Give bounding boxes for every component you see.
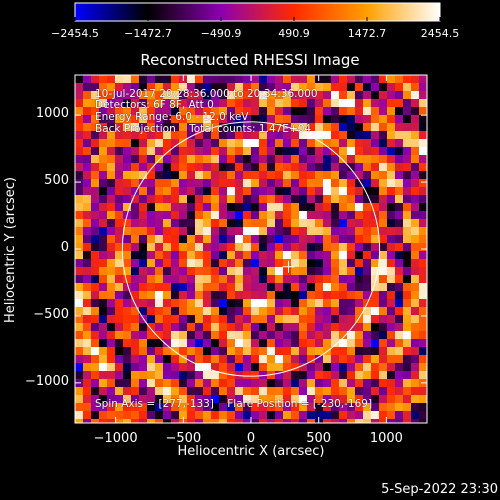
time-range-annotation: 10-Jul-2017 20:28:36.000 to 20:34:36.000 — [95, 88, 318, 100]
colorbar-tick-label: −490.9 — [200, 27, 242, 40]
y-tick-label: −1000 — [25, 373, 69, 389]
detectors-annotation: Detectors: 6F 8F, Att 0 — [95, 99, 214, 111]
date-stamp: 5-Sep-2022 23:30 — [381, 482, 498, 497]
spin-axis-marker — [282, 260, 295, 273]
colorbar-gradient — [74, 2, 441, 22]
colorbar-tick-label: −1472.7 — [124, 27, 172, 40]
colorbar — [74, 2, 441, 22]
colorbar-tick-label: 2454.5 — [420, 27, 460, 40]
method-counts-annotation: Back Projection Total counts: 1.47E+04 — [95, 123, 312, 135]
x-tick-label: 0 — [246, 431, 256, 446]
spin-flare-annotation: Spin Axis = [277,-133] Flare Position = … — [95, 398, 373, 410]
x-tick-label: −500 — [165, 431, 202, 446]
energy-range-annotation: Energy Range: 6.0 - 12.0 keV — [95, 111, 249, 123]
y-axis-label: Heliocentric Y (arcsec) — [3, 177, 18, 323]
y-tick-label: −500 — [33, 306, 69, 322]
plot-title: Reconstructed RHESSI Image — [140, 51, 360, 69]
y-tick-label: 0 — [60, 240, 69, 255]
x-tick-label: 500 — [306, 431, 332, 446]
x-tick-label: −1000 — [93, 431, 138, 446]
y-tick-label: 1000 — [35, 106, 69, 122]
colorbar-tick-label: 490.9 — [278, 27, 310, 40]
y-tick-label: 500 — [44, 173, 69, 189]
colorbar-tick-label: −2454.5 — [51, 27, 99, 40]
colorbar-tick-label: 1472.7 — [347, 27, 387, 40]
solar-limb-circle — [121, 121, 381, 377]
heatmap-image — [75, 75, 427, 427]
x-axis-label: Heliocentric X (arcsec) — [177, 444, 325, 459]
x-tick-label: 1000 — [369, 431, 403, 446]
